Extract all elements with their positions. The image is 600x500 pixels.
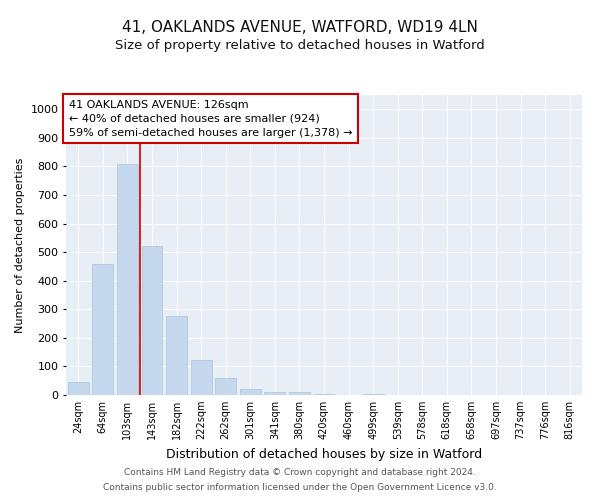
Bar — [362, 394, 383, 395]
Text: 41 OAKLANDS AVENUE: 126sqm
← 40% of detached houses are smaller (924)
59% of sem: 41 OAKLANDS AVENUE: 126sqm ← 40% of deta… — [68, 100, 352, 138]
Bar — [240, 388, 261, 395]
Y-axis label: Number of detached properties: Number of detached properties — [15, 158, 25, 332]
Bar — [92, 264, 113, 395]
Bar — [166, 316, 187, 395]
Bar — [68, 382, 89, 395]
Text: Contains HM Land Registry data © Crown copyright and database right 2024.: Contains HM Land Registry data © Crown c… — [124, 468, 476, 477]
Bar — [191, 360, 212, 395]
Text: Contains public sector information licensed under the Open Government Licence v3: Contains public sector information licen… — [103, 483, 497, 492]
Bar — [215, 378, 236, 395]
X-axis label: Distribution of detached houses by size in Watford: Distribution of detached houses by size … — [166, 448, 482, 460]
Bar — [265, 392, 286, 395]
Text: Size of property relative to detached houses in Watford: Size of property relative to detached ho… — [115, 38, 485, 52]
Text: 41, OAKLANDS AVENUE, WATFORD, WD19 4LN: 41, OAKLANDS AVENUE, WATFORD, WD19 4LN — [122, 20, 478, 35]
Bar — [289, 392, 310, 395]
Bar — [142, 246, 163, 395]
Bar — [314, 394, 334, 395]
Bar — [117, 164, 138, 395]
